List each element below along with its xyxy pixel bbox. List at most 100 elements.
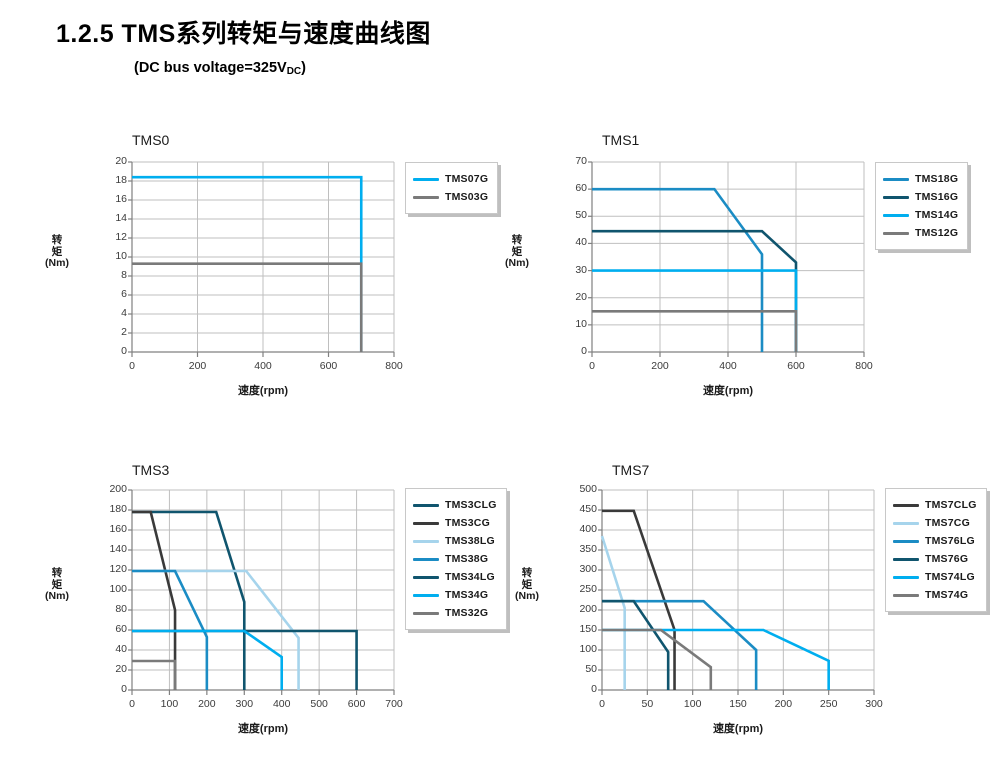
y-tick-label: 8 <box>121 269 127 281</box>
page-title: 1.2.5 TMS系列转矩与速度曲线图 <box>56 20 431 48</box>
x-tick-label: 250 <box>819 698 838 710</box>
legend-item[interactable]: TMS74G <box>893 586 977 604</box>
legend-item[interactable]: TMS12G <box>883 224 958 242</box>
legend-label: TMS03G <box>445 191 489 203</box>
x-tick-label: 400 <box>719 360 737 372</box>
legend-color-swatch <box>413 195 439 199</box>
y-axis-title-line2: 矩 <box>51 245 63 258</box>
legend-label: TMS76G <box>925 553 969 565</box>
y-axis-title: 转矩 (Nm) <box>496 234 538 270</box>
legend-label: TMS3CG <box>445 517 490 529</box>
series-line-tms3clg <box>132 510 246 690</box>
legend-label: TMS18G <box>915 173 959 185</box>
legend-item[interactable]: TMS76G <box>893 550 977 568</box>
y-tick-label: 80 <box>115 603 127 615</box>
y-axis-title-line3: (Nm) <box>505 257 529 269</box>
legend-label: TMS12G <box>915 227 959 239</box>
legend-color-swatch <box>883 177 909 181</box>
legend-item[interactable]: TMS32G <box>413 604 497 622</box>
series-line-tms16g <box>592 229 798 352</box>
legend-color-swatch <box>413 575 439 579</box>
x-tick-label: 200 <box>188 360 207 372</box>
x-tick-label: 800 <box>385 360 403 372</box>
plot-area <box>128 489 395 695</box>
legend-item[interactable]: TMS76LG <box>893 532 977 550</box>
legend-label: TMS74G <box>925 589 969 601</box>
legend-color-swatch <box>893 557 919 561</box>
legend-item[interactable]: TMS16G <box>883 188 958 206</box>
legend-item[interactable]: TMS34G <box>413 586 497 604</box>
plot-area <box>598 489 875 695</box>
x-tick-label: 0 <box>129 360 135 372</box>
y-axis-title-line2: 矩 <box>511 245 523 258</box>
legend-color-swatch <box>883 213 909 217</box>
y-tick-label: 40 <box>575 236 587 249</box>
legend-label: TMS76LG <box>925 535 975 547</box>
legend-item[interactable]: TMS07G <box>413 170 488 188</box>
y-tick-label: 200 <box>109 483 127 495</box>
x-tick-label: 600 <box>347 698 366 710</box>
series-line-tms03g <box>132 262 363 352</box>
y-axis-title-line1: 转 <box>51 567 63 579</box>
series-line-tms74lg <box>602 628 830 690</box>
y-tick-label: 50 <box>575 209 587 222</box>
legend-item[interactable]: TMS3CG <box>413 514 497 532</box>
series-line-tms7cg <box>600 535 626 690</box>
page-subtitle-subscript: DC <box>286 66 302 77</box>
legend-color-swatch <box>413 503 439 507</box>
y-axis-title-line1: 转 <box>51 234 63 246</box>
chart-tms1: TMS1 0 10 20 30 40 50 60 70 0 200 400 600 800 转矩 (Nm) 速度… <box>505 130 990 410</box>
y-tick-label: 400 <box>579 523 597 535</box>
x-tick-label: 800 <box>855 360 873 372</box>
x-tick-label: 50 <box>641 698 654 710</box>
legend-item[interactable]: TMS34LG <box>413 568 497 586</box>
y-axis-title-line1: 转 <box>511 234 523 246</box>
series-line-tms7clg <box>602 509 676 690</box>
y-tick-label: 300 <box>579 563 597 575</box>
x-tick-label: 100 <box>683 698 702 710</box>
page-subtitle-main: (DC bus voltage=325V <box>134 60 287 76</box>
x-tick-label: 400 <box>254 360 272 372</box>
legend-color-swatch <box>413 593 439 597</box>
legend-item[interactable]: TMS03G <box>413 188 488 206</box>
series-line-tms18g <box>592 187 764 352</box>
y-tick-label: 0 <box>591 683 597 695</box>
y-tick-label: 10 <box>115 250 127 262</box>
x-tick-label: 100 <box>160 698 179 710</box>
x-axis-title: 速度(rpm) <box>702 385 754 397</box>
chart-title: TMS0 <box>132 132 170 148</box>
legend-label: TMS34G <box>445 589 489 601</box>
y-axis-title-line3: (Nm) <box>45 257 69 269</box>
legend-item[interactable]: TMS38G <box>413 550 497 568</box>
chart-legend: TMS7CLG TMS7CG TMS76LG TMS76G TMS74LG TMS74G <box>885 488 987 612</box>
y-tick-label: 100 <box>579 643 597 655</box>
y-tick-label: 50 <box>585 663 597 675</box>
series-line-tms34g <box>132 629 284 690</box>
chart-tms7: TMS7 0 50 100 150 200 250 300 350 400 450 500 0 50 100… <box>515 462 990 762</box>
legend-item[interactable]: TMS7CG <box>893 514 977 532</box>
x-tick-label: 200 <box>198 698 216 710</box>
y-tick-label: 10 <box>575 317 587 330</box>
legend-item[interactable]: TMS74LG <box>893 568 977 586</box>
y-axis-title-line2: 矩 <box>51 578 63 591</box>
legend-label: TMS07G <box>445 173 489 185</box>
legend-item[interactable]: TMS18G <box>883 170 958 188</box>
x-tick-label: 150 <box>729 698 747 710</box>
y-tick-label: 500 <box>579 483 597 495</box>
series-line-tms3cg <box>132 510 177 690</box>
y-tick-label: 250 <box>579 583 597 595</box>
legend-color-swatch <box>893 539 919 543</box>
y-tick-label: 16 <box>115 193 127 205</box>
legend-item[interactable]: TMS7CLG <box>893 496 977 514</box>
legend-item[interactable]: TMS3CLG <box>413 496 497 514</box>
x-axis-title: 速度(rpm) <box>712 723 764 735</box>
y-tick-label: 12 <box>115 231 127 243</box>
legend-label: TMS74LG <box>925 571 975 583</box>
y-tick-label: 20 <box>115 663 127 675</box>
legend-item[interactable]: TMS14G <box>883 206 958 224</box>
x-tick-label: 600 <box>787 360 805 372</box>
y-axis-title-line3: (Nm) <box>45 590 69 602</box>
x-axis-title: 速度(rpm) <box>237 385 289 397</box>
y-tick-label: 350 <box>579 543 597 555</box>
legend-item[interactable]: TMS38LG <box>413 532 497 550</box>
